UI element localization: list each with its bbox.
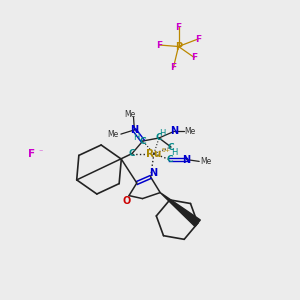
Text: C: C [168,142,174,152]
Text: F: F [28,149,35,159]
Text: N: N [182,154,191,165]
Text: Me: Me [107,130,118,139]
Text: C: C [140,136,146,146]
Polygon shape [160,193,200,226]
Text: Me: Me [200,157,212,166]
Text: Ru: Ru [146,148,162,159]
Text: Me: Me [184,127,196,136]
Text: H: H [133,134,140,142]
Text: H: H [171,148,177,157]
Text: F: F [156,40,162,50]
Text: F: F [195,34,201,43]
Text: N: N [149,167,157,178]
Text: H: H [159,129,165,138]
Text: N: N [130,125,139,135]
Text: ⁻: ⁻ [39,148,43,157]
Text: O: O [122,196,131,206]
Text: C: C [156,134,162,142]
Text: P: P [175,41,182,52]
Text: C: C [129,149,135,158]
Text: F: F [191,53,197,62]
Text: Me: Me [124,110,136,119]
Text: F: F [176,22,182,32]
Text: 5+: 5+ [161,148,170,153]
Text: N: N [170,126,178,136]
Text: F: F [170,63,176,72]
Text: C: C [166,155,173,164]
